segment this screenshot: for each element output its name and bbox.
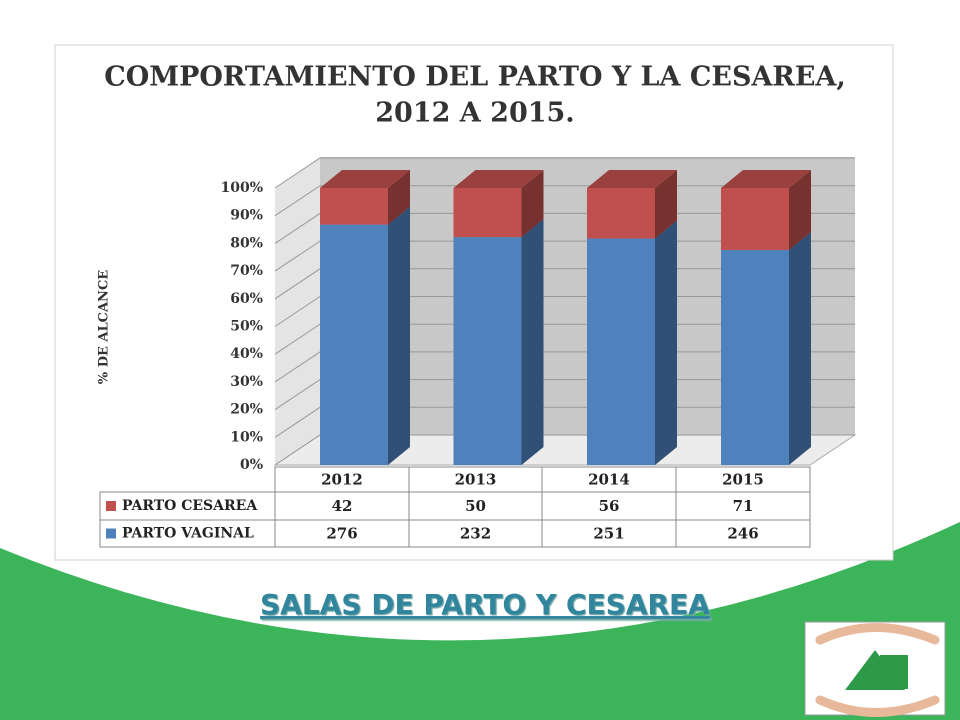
y-tick-label: 50%	[230, 319, 263, 335]
y-tick-label: 90%	[230, 208, 263, 224]
logo-hand	[815, 623, 940, 645]
bar-side	[521, 170, 544, 238]
bar-top	[320, 170, 410, 188]
legend-label: PARTO VAGINAL	[122, 526, 254, 542]
y-tick-label: 20%	[230, 402, 263, 418]
x-tick-label: 2014	[588, 471, 630, 489]
bar-side	[789, 170, 811, 251]
bar	[587, 220, 677, 465]
data-label: 246	[727, 525, 758, 543]
bar-side	[789, 232, 811, 465]
x-tick-label: 2012	[321, 471, 363, 489]
bar-front	[320, 224, 388, 465]
bar	[453, 219, 544, 465]
y-tick-label: 40%	[230, 346, 263, 362]
bar-front	[587, 238, 655, 465]
data-label: 251	[593, 525, 624, 543]
bar	[587, 170, 677, 239]
bar	[320, 170, 410, 225]
bar-side	[521, 219, 544, 465]
data-label: 50	[465, 497, 486, 515]
logo	[804, 621, 946, 717]
legend-swatch	[106, 528, 116, 539]
bar-front	[721, 250, 789, 465]
legend-label: PARTO CESAREA	[122, 498, 258, 514]
bar-front	[453, 188, 522, 238]
bar-top	[587, 170, 677, 188]
data-label: 71	[733, 497, 754, 515]
logo-mark	[880, 655, 908, 689]
y-tick-label: 70%	[230, 263, 263, 279]
logo-hand	[815, 695, 940, 717]
bar-front	[320, 188, 388, 225]
bar-side	[655, 170, 677, 239]
x-tick-label: 2013	[455, 471, 497, 489]
bar-side	[655, 220, 677, 465]
bar-front	[587, 188, 655, 239]
green-band	[0, 522, 960, 720]
data-label: 42	[332, 497, 353, 515]
chart-title: 2012 A 2015.	[375, 98, 574, 129]
bar-front	[453, 237, 522, 465]
grid-line	[274, 157, 855, 189]
footer-heading: SALAS DE PARTO Y CESAREA	[260, 588, 710, 621]
bar-side	[388, 206, 410, 465]
y-tick-label: 10%	[230, 429, 263, 445]
y-tick-label: 80%	[230, 235, 263, 251]
x-tick-label: 2015	[722, 471, 764, 489]
data-label: 232	[460, 525, 491, 543]
bar	[320, 206, 410, 465]
data-table: PARTO CESAREA PARTO VAGINAL 2012 42 276 2013 5…	[99, 466, 811, 548]
data-label: 276	[326, 525, 357, 543]
y-tick-label: 60%	[230, 291, 263, 307]
y-tick-label: 100%	[220, 180, 263, 196]
chart-title: COMPORTAMIENTO DEL PARTO Y LA CESAREA,	[104, 62, 846, 93]
data-label: 56	[599, 497, 620, 515]
y-tick-label: 30%	[230, 374, 263, 390]
bar	[721, 232, 811, 465]
bar-top	[721, 170, 811, 188]
bar-front	[721, 188, 789, 251]
y-axis-label: % DE ALCANCE	[97, 270, 112, 384]
y-tick-label: 0%	[240, 457, 263, 473]
legend-swatch	[106, 501, 116, 511]
bar-top	[453, 170, 544, 188]
bar	[453, 170, 544, 238]
bar	[721, 170, 811, 251]
bar-side	[388, 170, 410, 225]
